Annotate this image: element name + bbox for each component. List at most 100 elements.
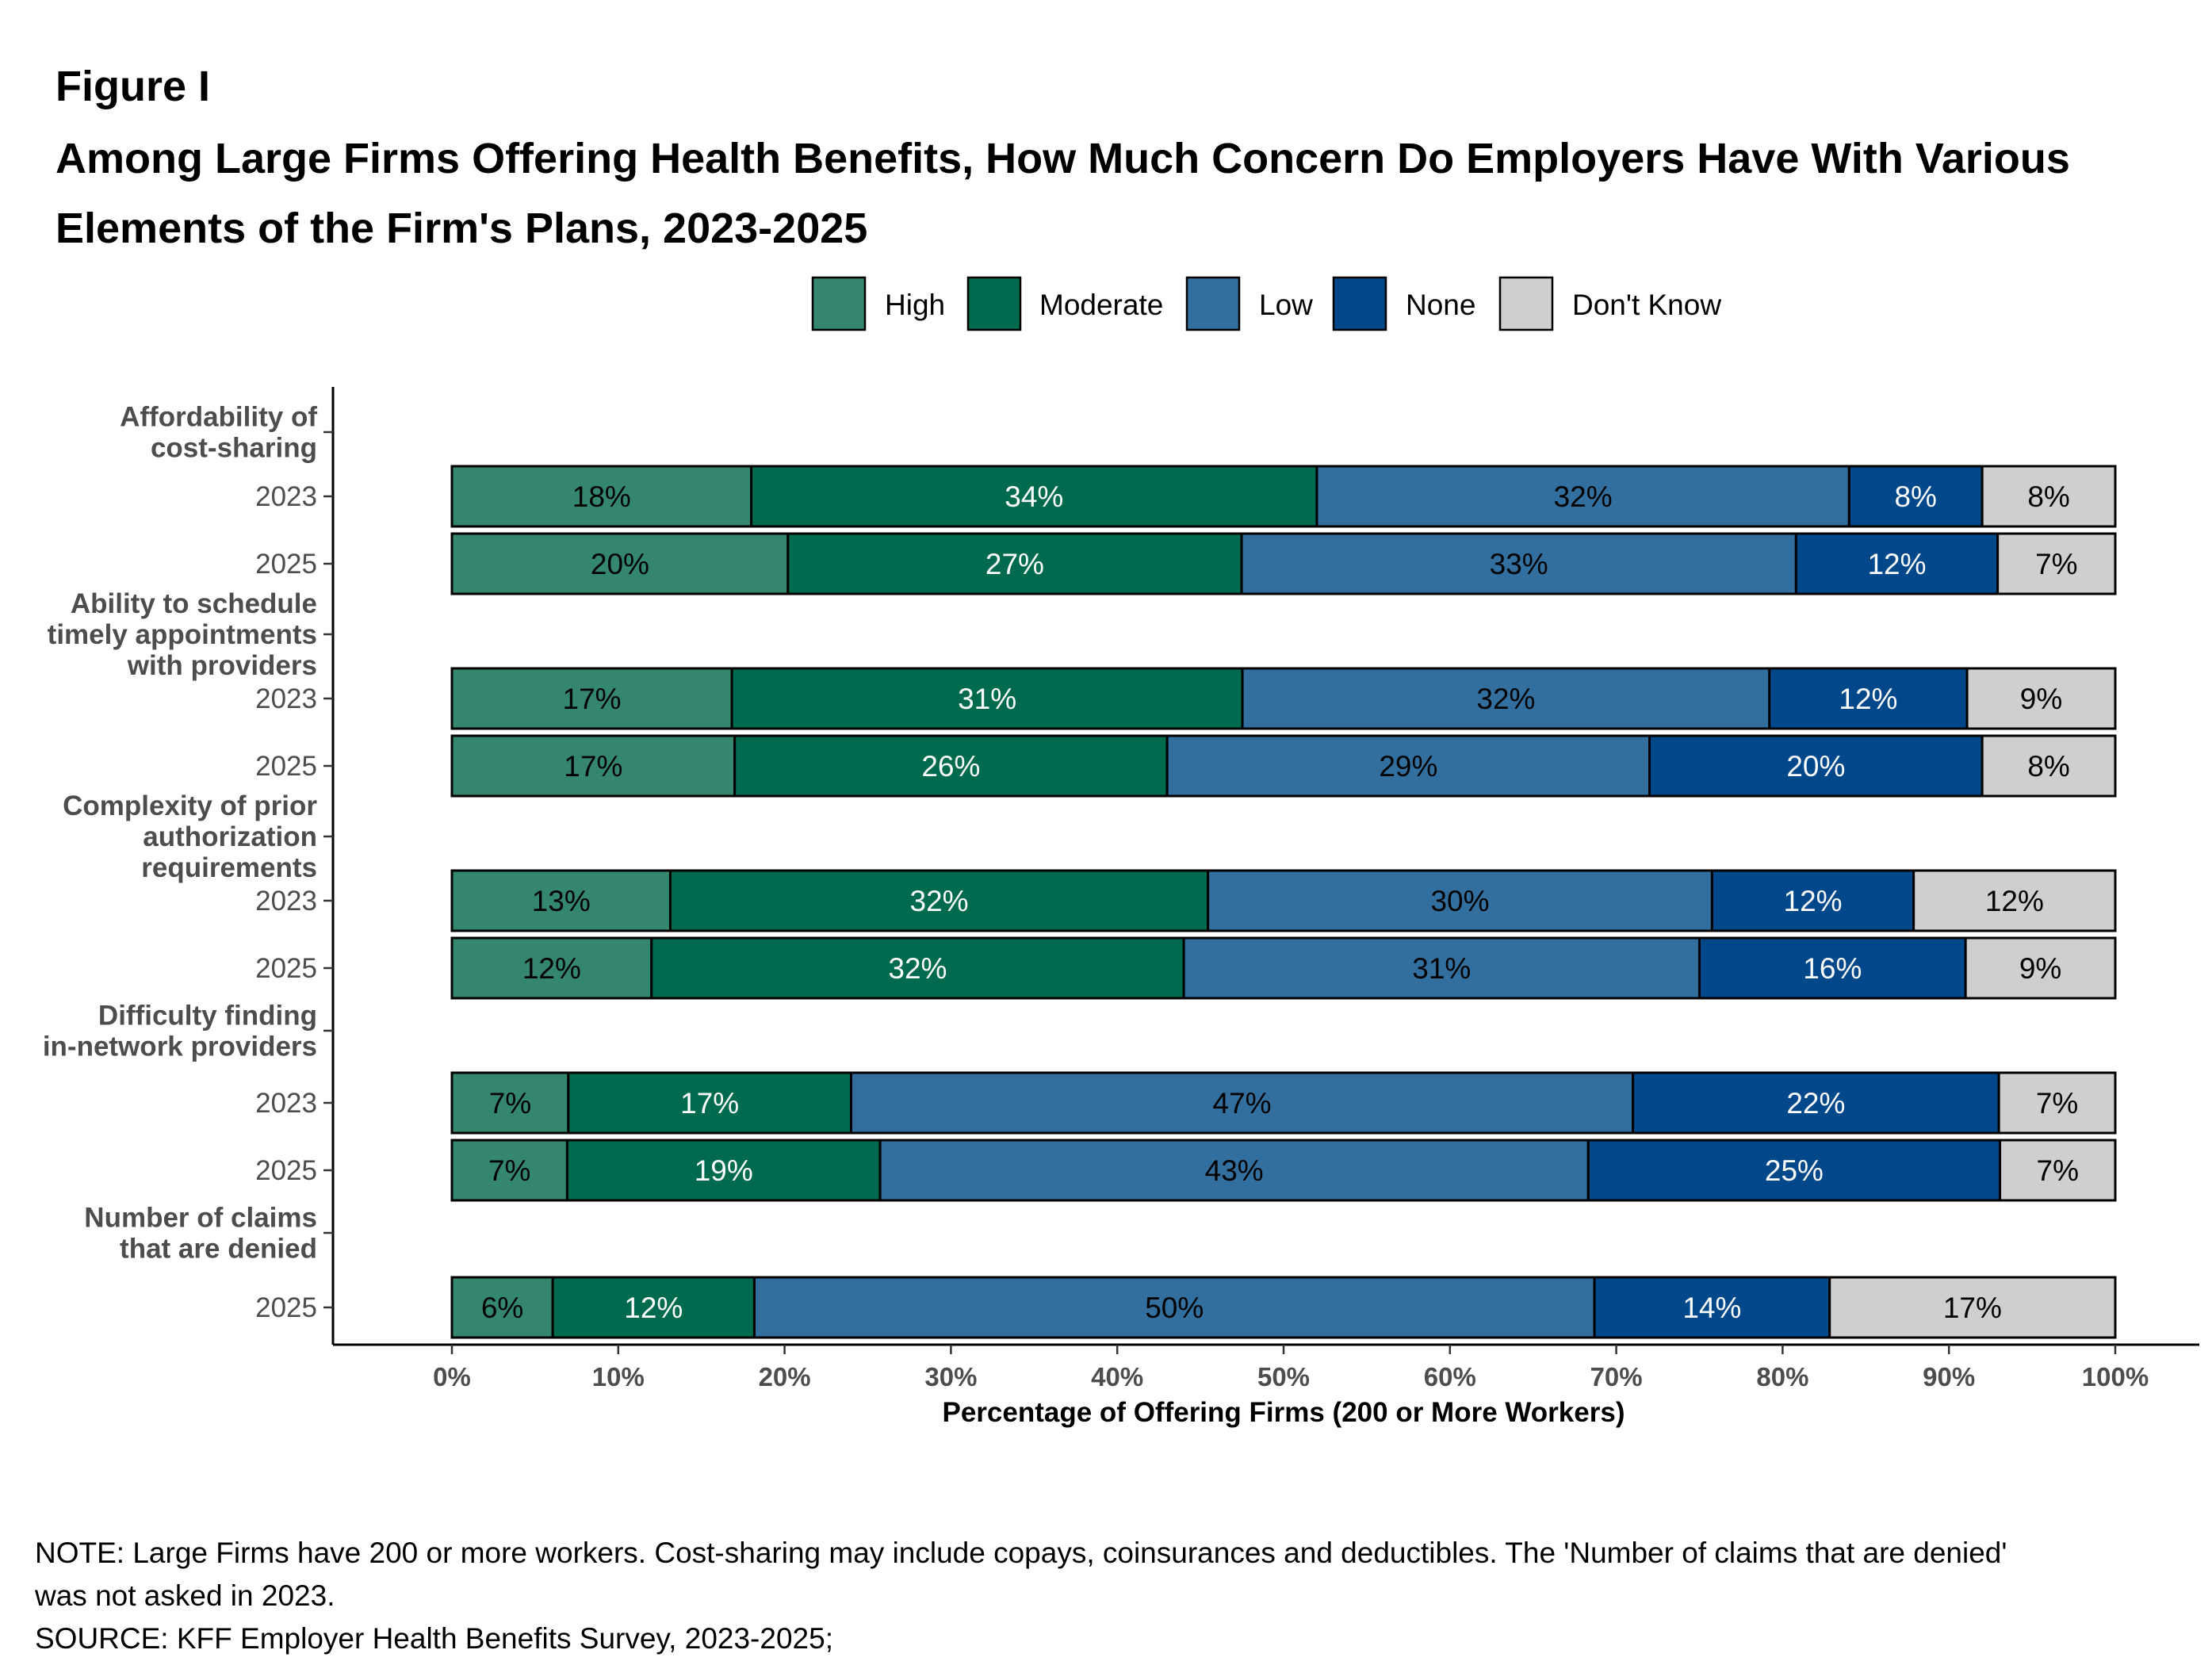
bar-segment-none — [1710, 869, 1915, 932]
data-label: 13% — [532, 885, 591, 917]
group-label: timely appointments — [48, 619, 317, 650]
data-label: 50% — [1145, 1292, 1204, 1324]
data-label: 8% — [2027, 750, 2069, 783]
bar-segment-high — [450, 465, 753, 528]
data-label: 7% — [2037, 1154, 2079, 1187]
data-label: 17% — [563, 683, 622, 715]
bar-segment-none — [1847, 465, 1984, 528]
year-label: 2023 — [255, 1088, 317, 1119]
data-label: 32% — [910, 885, 969, 917]
legend-label-moderate: Moderate — [1039, 289, 1163, 321]
year-label: 2025 — [255, 953, 317, 984]
year-label: 2025 — [255, 751, 317, 782]
x-tick-label: 50% — [1257, 1362, 1310, 1391]
legend-label-don-t-know: Don't Know — [1572, 289, 1721, 321]
legend-swatch-don-t-know — [1498, 276, 1554, 331]
data-label: 25% — [1765, 1154, 1824, 1187]
bar-segment-don-t-know — [1980, 465, 2117, 528]
data-label: 26% — [921, 750, 980, 783]
data-label: 12% — [1839, 683, 1897, 715]
bar-segment-none — [1632, 1071, 2000, 1135]
year-label: 2023 — [255, 481, 317, 512]
bar-segment-don-t-know — [1965, 667, 2117, 730]
bar-segment-low — [878, 1139, 1590, 1202]
bar-segment-high — [450, 532, 790, 595]
data-label: 31% — [958, 683, 1016, 715]
data-label: 12% — [1784, 885, 1843, 917]
x-tick-label: 100% — [2082, 1362, 2149, 1391]
bar-segment-high — [450, 1071, 570, 1135]
data-label: 18% — [572, 480, 631, 513]
group-label: cost-sharing — [151, 433, 317, 464]
data-label: 43% — [1205, 1154, 1264, 1187]
x-tick-label: 30% — [924, 1362, 977, 1391]
bar-segment-don-t-know — [1997, 1071, 2117, 1135]
bar-segment-low — [1315, 465, 1850, 528]
group-label: requirements — [141, 852, 317, 883]
bar-segment-moderate — [786, 532, 1243, 595]
bar-segment-moderate — [750, 465, 1318, 528]
bar-segment-don-t-know — [1964, 936, 2117, 1000]
bar-segment-high — [450, 667, 733, 730]
group-label: Affordability of — [120, 402, 317, 433]
bar-segment-none — [1768, 667, 1969, 730]
data-label: 9% — [2020, 683, 2062, 715]
bar-segment-low — [1207, 869, 1713, 932]
bar-segment-don-t-know — [1999, 1139, 2117, 1202]
bar-segment-moderate — [668, 869, 1210, 932]
bar-segment-none — [1698, 936, 1967, 1000]
data-label: 47% — [1213, 1087, 1272, 1120]
x-tick-label: 80% — [1756, 1362, 1808, 1391]
bar-segment-don-t-know — [1996, 532, 2117, 595]
legend-label-low: Low — [1259, 289, 1313, 321]
bar-segment-low — [1165, 734, 1651, 798]
figure-label: Figure I — [55, 63, 211, 110]
group-label: Complexity of prior — [63, 790, 317, 821]
footnotes: NOTE: Large Firms have 200 or more worke… — [35, 1532, 2176, 1660]
data-label: 33% — [1490, 548, 1548, 580]
data-label: 20% — [1786, 750, 1845, 783]
group-label: that are denied — [120, 1234, 317, 1265]
bar-segment-don-t-know — [1980, 734, 2117, 798]
data-label: 14% — [1682, 1292, 1741, 1324]
legend-swatch-moderate — [966, 276, 1022, 331]
data-label: 7% — [2036, 1087, 2078, 1120]
data-label: 30% — [1430, 885, 1489, 917]
bar-segment-moderate — [730, 667, 1244, 730]
x-tick-label: 90% — [1923, 1362, 1975, 1391]
data-label: 8% — [1894, 480, 1936, 513]
data-label: 12% — [522, 952, 581, 985]
data-label: 34% — [1005, 480, 1063, 513]
year-label: 2025 — [255, 549, 317, 580]
bar-segment-high — [450, 1139, 568, 1202]
data-label: 12% — [624, 1292, 683, 1324]
data-label: 19% — [695, 1154, 753, 1187]
note-line-1: NOTE: Large Firms have 200 or more worke… — [35, 1537, 2007, 1569]
bar-segment-none — [1586, 1139, 2002, 1202]
data-label: 17% — [680, 1087, 739, 1120]
data-label: 7% — [2035, 548, 2077, 580]
bar-segment-moderate — [551, 1276, 756, 1339]
bar-segment-don-t-know — [1828, 1276, 2117, 1339]
legend-swatch-low — [1185, 276, 1241, 331]
data-label: 32% — [888, 952, 947, 985]
x-tick-label: 70% — [1590, 1362, 1643, 1391]
data-label: 29% — [1379, 750, 1437, 783]
x-tick-label: 40% — [1091, 1362, 1143, 1391]
x-axis-title: Percentage of Offering Firms (200 or Mor… — [943, 1397, 1625, 1428]
data-label: 27% — [985, 548, 1044, 580]
bar-segment-high — [450, 1276, 554, 1339]
bar-segment-low — [1182, 936, 1701, 1000]
legend-swatch-high — [811, 276, 867, 331]
stacked-bar-chart: High Moderate Low None Don't Know 0% 10% 20% 30%… — [43, 276, 2199, 1428]
note-line-2: was not asked in 2023. — [35, 1579, 335, 1612]
group-label: Ability to schedule — [71, 588, 317, 619]
year-label: 2023 — [255, 886, 317, 917]
bar-segment-high — [450, 734, 737, 798]
bar-segment-low — [850, 1071, 1635, 1135]
data-label: 12% — [1867, 548, 1926, 580]
bar-segment-low — [1240, 532, 1797, 595]
source-line: SOURCE: KFF Employer Health Benefits Sur… — [35, 1622, 833, 1655]
x-tick-label: 10% — [592, 1362, 645, 1391]
legend-label-none: None — [1406, 289, 1475, 321]
